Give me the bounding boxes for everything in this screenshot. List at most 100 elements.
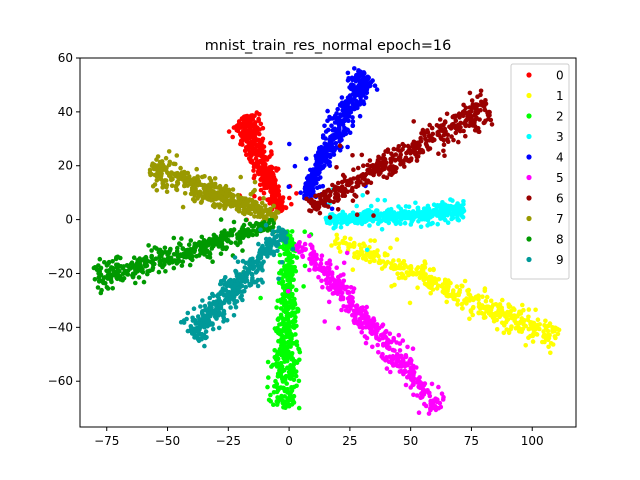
point: [274, 402, 280, 407]
point: [275, 189, 281, 194]
point: [296, 405, 302, 411]
point: [428, 278, 433, 284]
point: [359, 330, 365, 335]
point: [156, 269, 162, 275]
point: [390, 347, 396, 353]
x-tick-label: −25: [216, 434, 241, 448]
point: [455, 122, 461, 128]
point: [311, 177, 317, 182]
point: [357, 80, 363, 85]
point: [207, 304, 213, 309]
point: [410, 142, 416, 148]
point: [293, 287, 299, 293]
point: [259, 263, 264, 268]
point: [176, 172, 182, 178]
point: [258, 255, 264, 260]
point: [149, 248, 154, 253]
point: [287, 141, 292, 147]
point: [302, 241, 308, 247]
point: [185, 310, 191, 316]
point: [286, 369, 292, 375]
point: [108, 275, 114, 280]
point: [339, 95, 345, 100]
legend-box: [510, 63, 570, 280]
point: [321, 265, 326, 271]
point: [157, 168, 163, 173]
point: [384, 366, 390, 371]
point: [282, 359, 288, 364]
point: [252, 279, 257, 285]
point: [328, 276, 334, 282]
point: [447, 124, 452, 130]
point: [216, 306, 222, 312]
legend-label-2: 2: [556, 110, 564, 124]
point: [279, 336, 284, 342]
point: [104, 285, 110, 290]
point: [359, 152, 365, 158]
point: [166, 251, 171, 257]
point: [281, 326, 287, 331]
point: [321, 151, 326, 156]
point: [255, 221, 261, 227]
point: [344, 104, 349, 109]
x-tick-label: 50: [403, 434, 418, 448]
point: [140, 267, 145, 272]
point: [342, 174, 347, 180]
point: [253, 156, 259, 161]
point: [284, 243, 290, 249]
point: [271, 249, 277, 255]
point: [124, 271, 130, 277]
point: [171, 161, 176, 167]
point: [241, 222, 247, 228]
point: [411, 372, 416, 378]
point: [197, 336, 203, 342]
point: [523, 343, 528, 348]
point: [237, 275, 243, 280]
point: [333, 141, 339, 146]
point: [376, 253, 381, 259]
point: [460, 283, 465, 289]
point: [506, 330, 512, 336]
point: [391, 215, 397, 220]
point: [152, 172, 158, 178]
point: [179, 263, 185, 268]
point: [224, 296, 229, 302]
point: [451, 288, 456, 293]
legend-label-9: 9: [556, 253, 564, 267]
point: [467, 292, 473, 298]
point: [357, 242, 362, 248]
point: [404, 150, 409, 156]
point: [285, 289, 291, 294]
point: [414, 158, 420, 163]
point: [115, 254, 120, 260]
point: [227, 297, 233, 302]
point: [464, 296, 469, 301]
point: [361, 81, 367, 87]
point: [203, 190, 209, 196]
point: [283, 389, 289, 394]
point: [96, 274, 102, 280]
point: [213, 184, 218, 190]
point: [445, 137, 450, 142]
point: [92, 277, 98, 282]
point: [444, 299, 450, 305]
point: [163, 269, 168, 274]
point: [463, 121, 468, 126]
point: [293, 369, 299, 374]
point: [452, 296, 457, 302]
point: [307, 176, 313, 181]
point: [222, 282, 227, 287]
point: [520, 326, 526, 332]
point: [168, 246, 173, 252]
point: [548, 341, 554, 346]
point: [521, 307, 526, 313]
point: [224, 189, 229, 195]
point: [247, 157, 253, 162]
point: [317, 184, 323, 189]
point: [294, 191, 299, 196]
point: [465, 288, 470, 294]
point: [272, 348, 278, 353]
point: [403, 369, 408, 375]
point: [396, 275, 402, 281]
point: [231, 219, 237, 225]
